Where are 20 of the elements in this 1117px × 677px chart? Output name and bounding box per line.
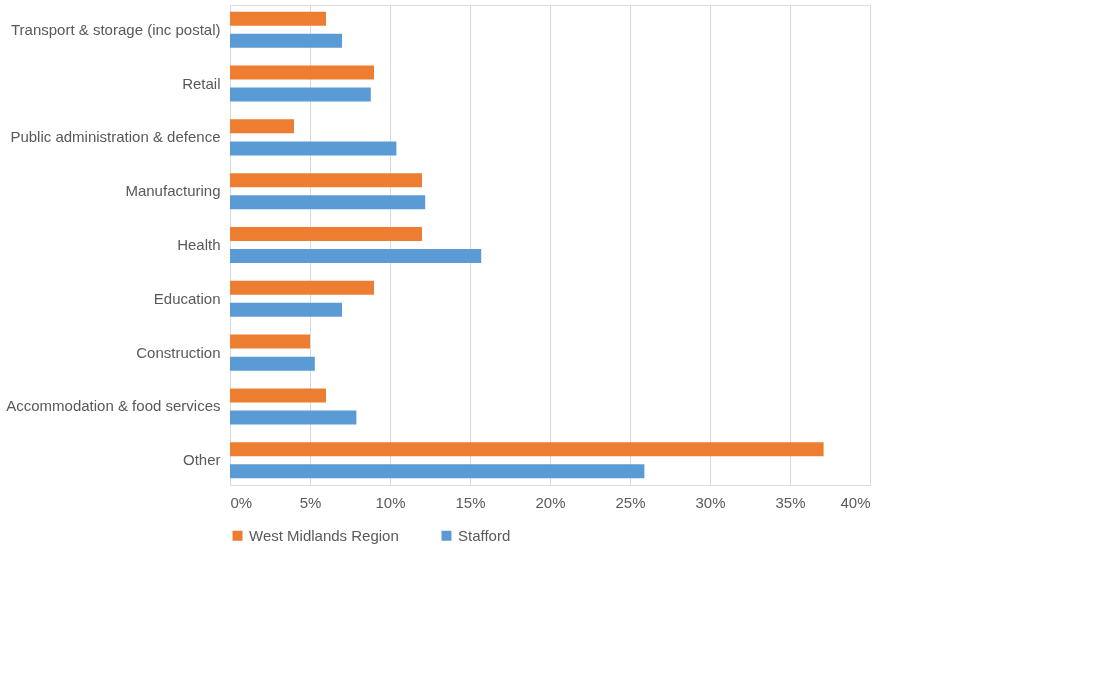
y-tick-label: Education	[153, 289, 221, 307]
x-tick-label: 20%	[535, 493, 566, 511]
y-tick-label: Public administration & defence	[10, 128, 221, 146]
y-tick-label: Manufacturing	[125, 182, 221, 200]
x-tick-label: 25%	[615, 493, 646, 511]
x-tick-label: 10%	[375, 493, 406, 511]
y-tick-label: Accommodation & food services	[6, 397, 221, 415]
y-tick-label: Retail	[182, 74, 221, 92]
x-tick-label: 40%	[840, 493, 871, 511]
x-tick-label: 30%	[695, 493, 726, 511]
y-tick-label: Health	[177, 236, 221, 253]
y-tick-label: Other	[182, 451, 221, 469]
y-tick-label: Transport & storage (inc postal)	[10, 20, 221, 38]
x-tick-label: 0%	[230, 493, 253, 511]
legend-label: West Midlands Region	[249, 526, 399, 544]
y-tick-label: Construction	[136, 343, 221, 361]
x-tick-label: 35%	[775, 493, 806, 511]
x-tick-label: 5%	[299, 493, 322, 511]
x-tick-label: 15%	[455, 493, 486, 511]
legend-label: Stafford	[458, 526, 511, 544]
